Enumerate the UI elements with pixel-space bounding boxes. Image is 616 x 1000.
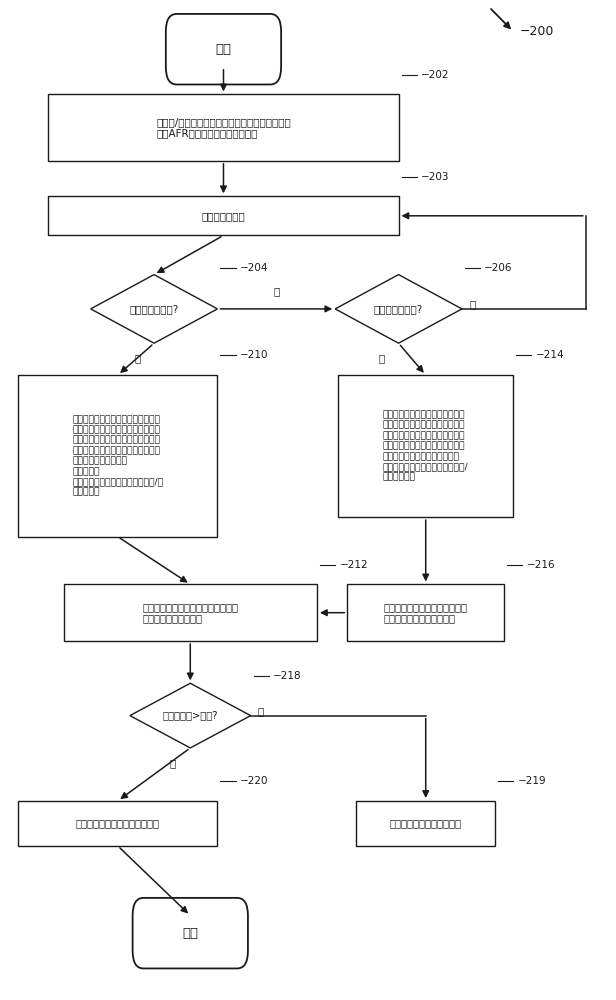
Bar [63,584,317,641]
Text: 是: 是 [378,353,385,363]
FancyBboxPatch shape [166,14,281,84]
Text: −219: −219 [517,776,546,786]
Bar [49,196,399,235]
Text: 否: 否 [258,706,264,716]
Text: 转变为发动机怠速控制喷射模型: 转变为发动机怠速控制喷射模型 [76,818,160,828]
Text: −216: −216 [527,560,555,570]
Text: 开始: 开始 [216,43,232,56]
Text: 结束: 结束 [182,927,198,940]
Text: 发动机热机起动?: 发动机热机起动? [374,304,423,314]
Text: −204: −204 [240,263,269,273]
Text: −218: −218 [273,671,302,681]
Text: 发动机冷机起动?: 发动机冷机起动? [129,304,179,314]
Text: −200: −200 [519,25,554,38]
Text: 在转动起动期间基于汽缸燃烧事
件数量继续第二喷射模型。: 在转动起动期间基于汽缸燃烧事 件数量继续第二喷射模型。 [384,602,468,624]
Text: −214: −214 [535,350,564,360]
Polygon shape [335,275,462,343]
Text: 是: 是 [134,353,140,363]
Text: 在第一汽缸燃烧事件中使用具有进气
道燃料喷射与直接燃料喷射的较低第
一比率以及进气行程直接喷射与压缩
行程直接喷射的较低第二比率的发动
机冷机起动喷射模型。
延: 在第一汽缸燃烧事件中使用具有进气 道燃料喷射与直接燃料喷射的较低第 一比率以及进… [72,415,163,497]
Bar [347,584,505,641]
Bar [18,375,217,537]
Text: −206: −206 [484,263,513,273]
Text: −202: −202 [421,70,450,80]
Text: 估算和/或测量发动机工况（例如发动机转速、负
荷、AFR、催化剂温度、扭矩等）: 估算和/或测量发动机工况（例如发动机转速、负 荷、AFR、催化剂温度、扭矩等） [156,117,291,138]
Text: −210: −210 [240,350,269,360]
Text: 否: 否 [469,299,476,309]
Text: −212: −212 [339,560,368,570]
FancyBboxPatch shape [132,898,248,968]
Text: 估算燃料的醇含: 估算燃料的醇含 [201,211,245,221]
Bar [49,94,399,161]
Bar [338,375,513,517]
Text: 在转动起动期间基于汽缸燃烧事件数
量继续第一喷射模型。: 在转动起动期间基于汽缸燃烧事件数 量继续第一喷射模型。 [142,602,238,624]
Bar [18,801,217,846]
Text: 发动机转速>阈值?: 发动机转速>阈值? [163,711,218,721]
Text: 在第一汽缸燃烧事件中使用具有进
气道燃料喷射与直接燃料喷射的较
高第一比率以及进气行程直接喷射
与压缩行程直接喷射的较高第二比
率的发动机热机起动喷射模型。
基: 在第一汽缸燃烧事件中使用具有进 气道燃料喷射与直接燃料喷射的较 高第一比率以及进… [383,410,469,482]
Polygon shape [130,683,251,748]
Text: 否: 否 [273,286,280,296]
Bar [356,801,495,846]
Text: −203: −203 [421,172,450,182]
Text: −220: −220 [240,776,269,786]
Text: 维持当前使用的喷射模型。: 维持当前使用的喷射模型。 [390,818,462,828]
Polygon shape [91,275,217,343]
Text: 是: 是 [169,758,176,768]
